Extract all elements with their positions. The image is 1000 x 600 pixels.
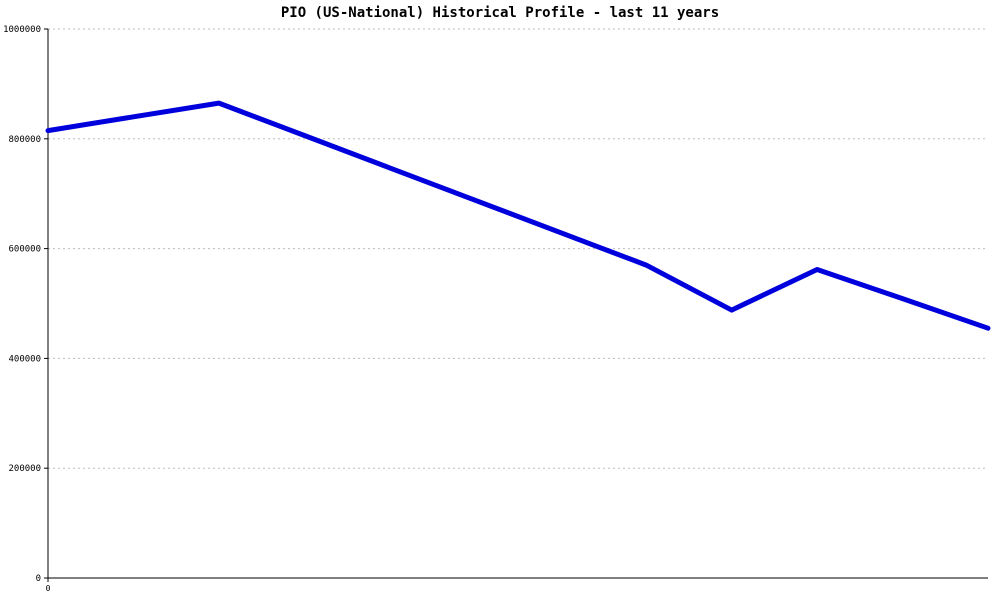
y-tick-label: 200000 [8,464,41,474]
y-tick-label: 1000000 [3,25,41,35]
y-tick-label: 400000 [8,354,41,364]
y-tick-label: 800000 [8,135,41,145]
y-tick-label: 0 [36,574,41,584]
y-tick-label: 600000 [8,245,41,255]
chart-title: PIO (US-National) Historical Profile - l… [281,5,719,21]
series-line [45,100,991,331]
x-tick-label: 0 [46,584,51,593]
